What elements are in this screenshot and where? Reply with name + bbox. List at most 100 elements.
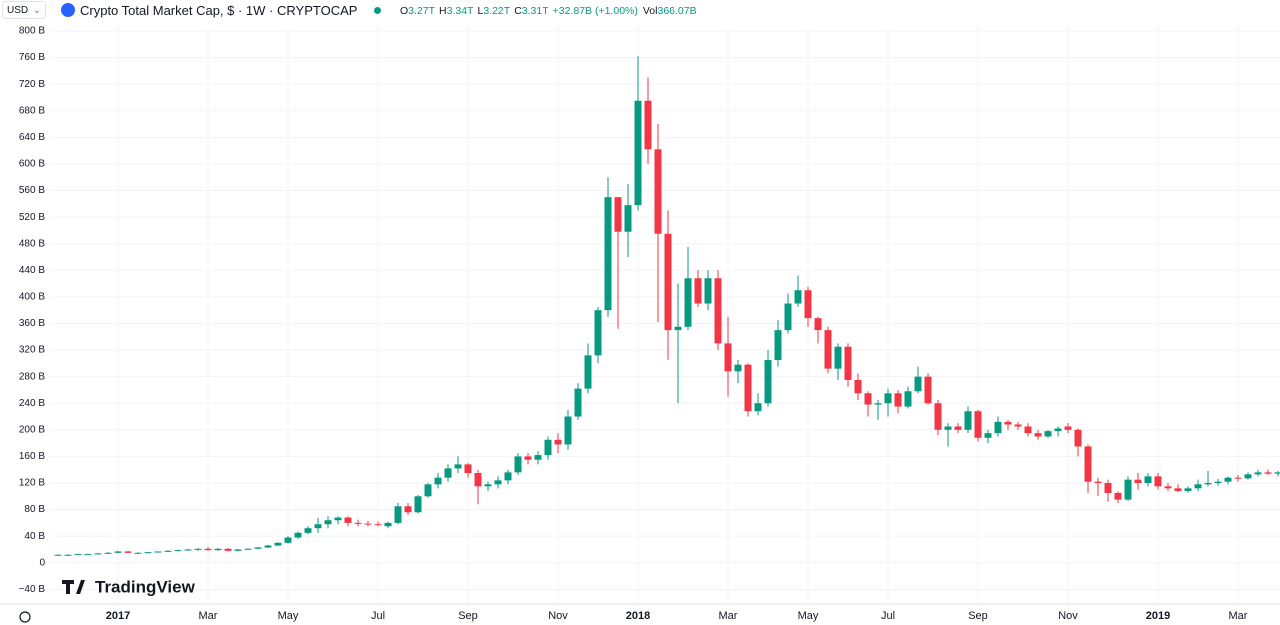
candle-body [334, 517, 342, 521]
currency-select[interactable]: USD ⌄ [2, 1, 46, 19]
candle [684, 247, 692, 331]
candle [854, 373, 862, 400]
ohlc-legend: O3.27T H3.34T L3.22T C3.31T +32.87B (+1.00%)… [400, 5, 697, 17]
candle-body [1004, 421, 1012, 425]
candle-body [284, 537, 292, 543]
candle [294, 531, 302, 539]
status-dot [374, 7, 381, 14]
candle-body [904, 391, 912, 407]
candle [1144, 473, 1152, 487]
x-tick-label: Mar [1229, 610, 1248, 622]
candle [124, 550, 132, 554]
candle [94, 552, 102, 555]
candle-body [754, 403, 762, 412]
candle-body [124, 551, 132, 553]
x-tick-label: 2019 [1146, 610, 1170, 622]
candle [874, 399, 882, 420]
candle [74, 553, 82, 556]
candle [344, 516, 352, 527]
candle [604, 177, 612, 317]
candle [524, 453, 532, 465]
x-tick-label: May [798, 610, 819, 622]
x-tick-label: Sep [968, 610, 988, 622]
candle-body [994, 421, 1002, 434]
candle-body [554, 439, 562, 445]
y-tick-label: 560 B [19, 185, 45, 196]
candle [274, 542, 282, 547]
candle-body [1164, 486, 1172, 489]
candle [834, 343, 842, 380]
candle [464, 463, 472, 478]
candle-body [674, 326, 682, 331]
candle-body [644, 100, 652, 150]
candle-body [1204, 483, 1212, 485]
candle-body [694, 278, 702, 304]
candle-body [184, 549, 192, 551]
candle [1064, 423, 1072, 434]
candle [134, 552, 142, 554]
candle [474, 469, 482, 505]
dropdown-arrow: ⌄ [32, 5, 41, 16]
y-tick-label: 720 B [19, 79, 45, 90]
candle [1074, 428, 1082, 457]
candle [534, 451, 542, 465]
candle [734, 360, 742, 384]
candle [284, 536, 292, 544]
candle-body [454, 464, 462, 469]
candle-body [1194, 484, 1202, 489]
candle [714, 270, 722, 351]
candle [144, 552, 152, 554]
candle [764, 350, 772, 407]
candle-body [524, 456, 532, 460]
candle-body [464, 464, 472, 474]
candle [1024, 423, 1032, 437]
candle [64, 554, 72, 556]
candle [1094, 477, 1102, 497]
candle [544, 436, 552, 460]
candle [154, 551, 162, 553]
candle-body [1054, 428, 1062, 432]
candle-body [364, 523, 372, 525]
candle-body [404, 506, 412, 513]
candle [444, 464, 452, 482]
candle-body [1114, 492, 1122, 500]
candle-body [764, 360, 772, 404]
candle [404, 502, 412, 515]
candle-body [934, 403, 942, 430]
candle [1214, 479, 1222, 486]
candle [1174, 484, 1182, 493]
candle [1044, 429, 1052, 438]
ohlc-key: C [514, 5, 522, 17]
candle [1054, 426, 1062, 437]
candle [364, 520, 372, 527]
settings-icon[interactable] [19, 611, 31, 623]
candle-body [114, 551, 122, 553]
candle-body [654, 149, 662, 234]
candle-body [704, 278, 712, 304]
candle [234, 548, 242, 552]
candle [484, 481, 492, 491]
candle-body [494, 480, 502, 485]
candle [754, 393, 762, 416]
candle-body [1254, 472, 1262, 475]
candle-body [1094, 481, 1102, 484]
candle-body [784, 303, 792, 331]
candle [504, 469, 512, 485]
candle [1014, 421, 1022, 430]
candle-body [424, 484, 432, 497]
candle [774, 320, 782, 367]
x-tick-label: Nov [1058, 610, 1078, 622]
candle [1224, 476, 1232, 485]
candle-body [244, 548, 252, 550]
candle [514, 453, 522, 476]
candle [1244, 472, 1252, 480]
y-tick-label: 40 B [24, 531, 45, 542]
candle-body [164, 550, 172, 552]
candle [434, 473, 442, 489]
candle [1264, 469, 1272, 476]
y-tick-label: 120 B [19, 478, 45, 489]
candle-body [1244, 474, 1252, 479]
candle [704, 270, 712, 311]
